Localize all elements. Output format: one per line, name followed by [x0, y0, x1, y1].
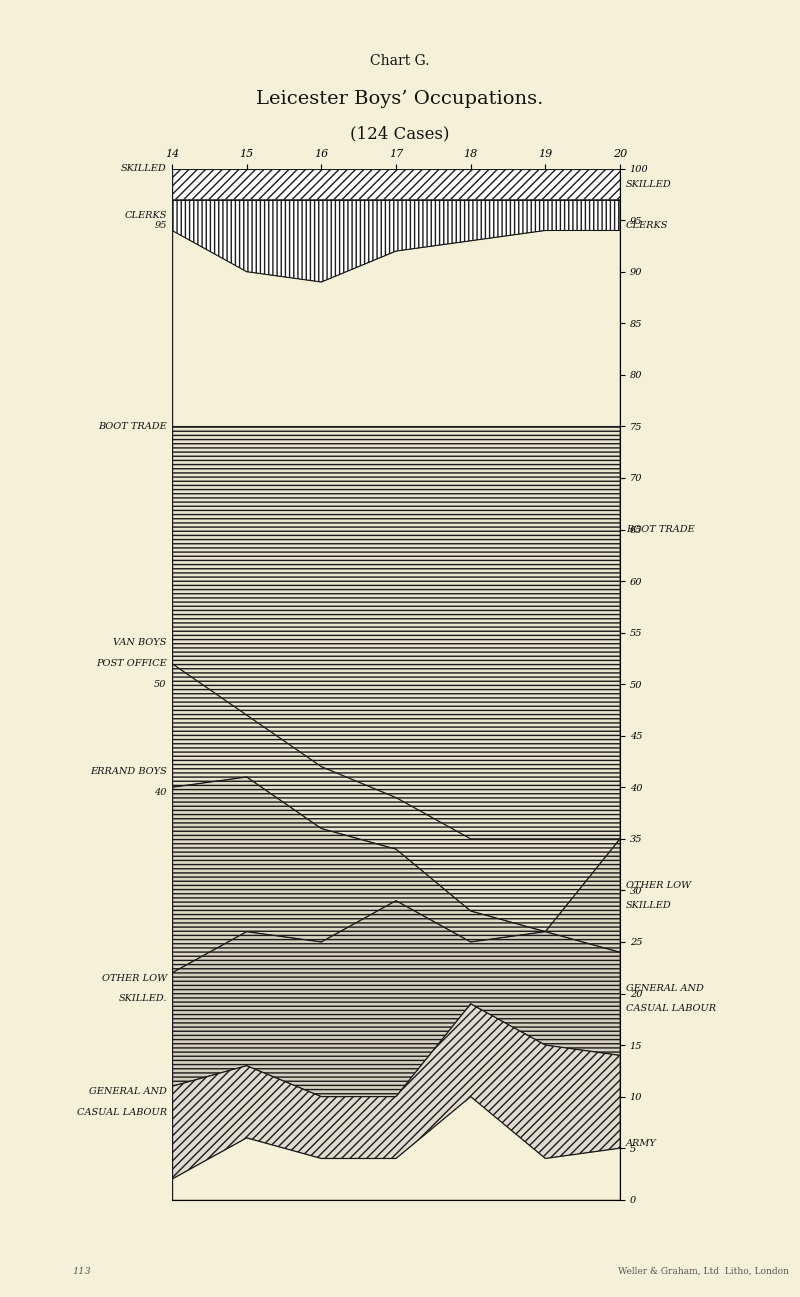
Text: POST OFFICE: POST OFFICE	[96, 659, 166, 668]
Text: ERRAND BOYS: ERRAND BOYS	[90, 768, 166, 777]
Text: CLERKS: CLERKS	[124, 210, 166, 219]
Text: SKILLED.: SKILLED.	[118, 995, 166, 1003]
Text: Weller & Graham, Ltd  Litho, London: Weller & Graham, Ltd Litho, London	[618, 1267, 790, 1276]
Text: BOOT TRADE: BOOT TRADE	[626, 525, 694, 534]
Text: ARMY: ARMY	[626, 1139, 657, 1148]
Text: 40: 40	[154, 789, 166, 796]
Text: OTHER LOW: OTHER LOW	[102, 974, 166, 983]
Text: CASUAL LABOUR: CASUAL LABOUR	[77, 1108, 166, 1117]
Text: BOOT TRADE: BOOT TRADE	[98, 422, 166, 431]
Text: SKILLED: SKILLED	[626, 179, 672, 188]
Text: 95: 95	[154, 220, 166, 230]
Text: Chart G.: Chart G.	[370, 54, 430, 67]
Text: SKILLED: SKILLED	[121, 165, 166, 173]
Text: 113: 113	[72, 1267, 90, 1276]
Text: (124 Cases): (124 Cases)	[350, 126, 450, 143]
Text: CASUAL LABOUR: CASUAL LABOUR	[626, 1004, 716, 1013]
Text: CLERKS: CLERKS	[626, 220, 668, 230]
Text: GENERAL AND: GENERAL AND	[626, 984, 704, 992]
Text: 50: 50	[154, 680, 166, 689]
Text: OTHER LOW: OTHER LOW	[626, 881, 691, 890]
Text: SKILLED: SKILLED	[626, 901, 672, 910]
Text: Leicester Boys’ Occupations.: Leicester Boys’ Occupations.	[256, 89, 544, 108]
Text: GENERAL AND: GENERAL AND	[89, 1087, 166, 1096]
Text: VAN BOYS: VAN BOYS	[114, 638, 166, 647]
